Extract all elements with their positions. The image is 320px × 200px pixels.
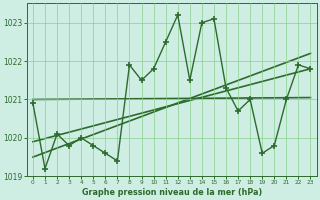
X-axis label: Graphe pression niveau de la mer (hPa): Graphe pression niveau de la mer (hPa) [82, 188, 262, 197]
